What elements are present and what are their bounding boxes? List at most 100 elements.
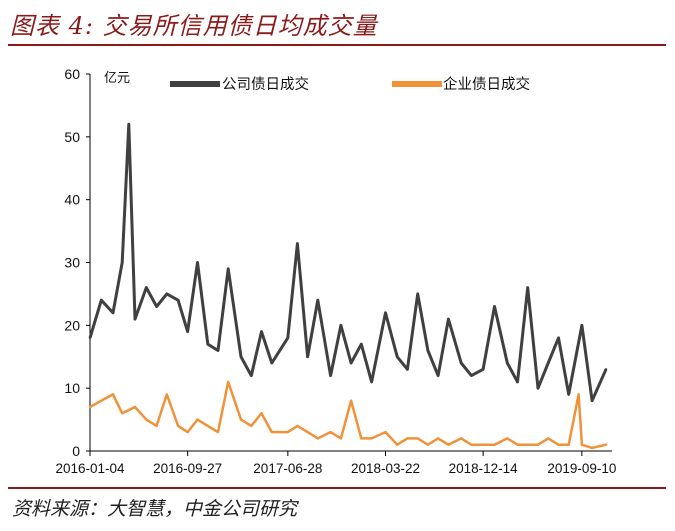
series-1-point	[133, 317, 137, 321]
series-1-point	[111, 311, 115, 314]
y-axis: 0 10 20 30 40 50 60	[64, 66, 91, 459]
series-2-point	[216, 430, 220, 434]
series-1-point	[329, 374, 332, 377]
series-1-point	[306, 355, 309, 358]
series-2-point	[426, 443, 430, 446]
series-1-point	[526, 286, 529, 289]
series-1-point	[426, 349, 430, 352]
series-1-point	[155, 305, 158, 308]
series-2-point	[145, 418, 148, 421]
series-2-point	[416, 437, 419, 440]
series-1-point	[296, 242, 299, 245]
series-1-point	[176, 299, 180, 302]
legend-label-2: 企业债日成交	[443, 75, 530, 93]
series-1-point	[557, 336, 560, 340]
x-tick-label: 2018-03-22	[351, 461, 420, 476]
y-tick-label: 0	[72, 443, 80, 459]
series-1-point	[396, 355, 399, 358]
series-2-point	[176, 424, 180, 428]
series-line-1	[88, 122, 608, 403]
series-1-point	[460, 361, 463, 365]
series-2-point	[88, 405, 92, 409]
series-2-point	[470, 443, 473, 446]
series-2-point	[306, 430, 309, 434]
series-2-point	[567, 443, 570, 446]
series-2-point	[316, 437, 319, 440]
series-2-point	[239, 418, 243, 421]
series-2-point	[590, 446, 594, 450]
series-2-point	[296, 424, 299, 428]
series-2-point	[436, 437, 440, 440]
series-2-point	[227, 380, 230, 384]
series-1-point	[227, 267, 230, 270]
series-1-point	[406, 368, 409, 371]
series-1-point	[127, 123, 130, 126]
series-1-point	[196, 261, 199, 264]
series-2-point	[384, 430, 387, 434]
series-1-point	[470, 374, 473, 377]
series-2-point	[604, 443, 608, 446]
series-1-point	[481, 368, 485, 371]
legend: 公司债日成交 企业债日成交	[170, 75, 530, 93]
series-1-point	[360, 343, 363, 346]
y-tick-label: 30	[64, 255, 80, 271]
series-2-point	[577, 393, 580, 396]
x-tick-label: 2017-06-28	[253, 461, 322, 476]
series-2-point	[557, 443, 560, 446]
series-1-point	[516, 380, 519, 384]
series-1-point	[216, 349, 220, 352]
y-tick-label: 50	[64, 129, 80, 145]
series-2-point	[286, 430, 289, 434]
series-1-point	[270, 361, 273, 365]
series-2-point	[206, 424, 209, 428]
series-2-point	[481, 443, 485, 446]
series-1-point	[250, 374, 253, 377]
title-rule	[8, 44, 666, 46]
legend-label-1: 公司债日成交	[222, 75, 309, 93]
series-2-point	[447, 443, 450, 446]
series-2-point	[133, 405, 137, 409]
series-1-point	[286, 336, 289, 340]
series-2-point	[526, 443, 529, 446]
series-1-point	[536, 387, 540, 390]
series-2-point	[460, 437, 463, 440]
series-1-point	[567, 393, 570, 396]
series-line-2	[89, 380, 607, 450]
y-tick-label: 40	[64, 192, 80, 208]
y-axis-unit-label: 亿元	[104, 70, 130, 85]
x-tick-label: 2016-09-27	[153, 461, 222, 476]
series-1-point	[436, 374, 440, 377]
series-2-point	[493, 443, 496, 446]
series-1-point	[580, 324, 584, 327]
y-tick-label: 60	[64, 66, 80, 82]
series-1-point	[260, 330, 263, 333]
series-1-point	[145, 286, 148, 289]
series-1-point	[493, 305, 496, 308]
x-axis: 2016-01-04 2016-09-27 2017-06-28 2018-03-22…	[55, 450, 616, 476]
series-1-point	[447, 317, 450, 321]
series-1-point	[349, 361, 353, 365]
series-2-point	[406, 437, 409, 440]
chart-canvas: 0 10 20 30 40 50 60 2016-01-04 2016-09-27 2017-0…	[55, 66, 616, 476]
series-1-point	[547, 361, 550, 365]
series-2-point	[370, 437, 373, 440]
series-2-point	[536, 443, 540, 446]
series-2-point	[360, 437, 363, 440]
series-2-point	[516, 443, 519, 446]
figure-title: 图表 4: 交易所信用债日均成交量	[10, 12, 378, 40]
series-2-point	[339, 437, 343, 440]
y-tick-label: 20	[64, 317, 80, 333]
series-1-point	[339, 324, 343, 327]
series-2-point	[329, 430, 332, 434]
series-1-point	[88, 336, 92, 340]
series-2-point	[260, 412, 263, 415]
series-2-point	[250, 424, 253, 428]
source-rule	[8, 487, 666, 489]
series-2-point	[196, 418, 199, 421]
series-1-point	[186, 330, 189, 333]
series-2-point	[111, 393, 115, 396]
series-1-point	[316, 299, 319, 302]
series-2-point	[396, 443, 399, 446]
series-1-point	[416, 292, 419, 296]
x-tick-label: 2019-09-10	[547, 461, 616, 476]
